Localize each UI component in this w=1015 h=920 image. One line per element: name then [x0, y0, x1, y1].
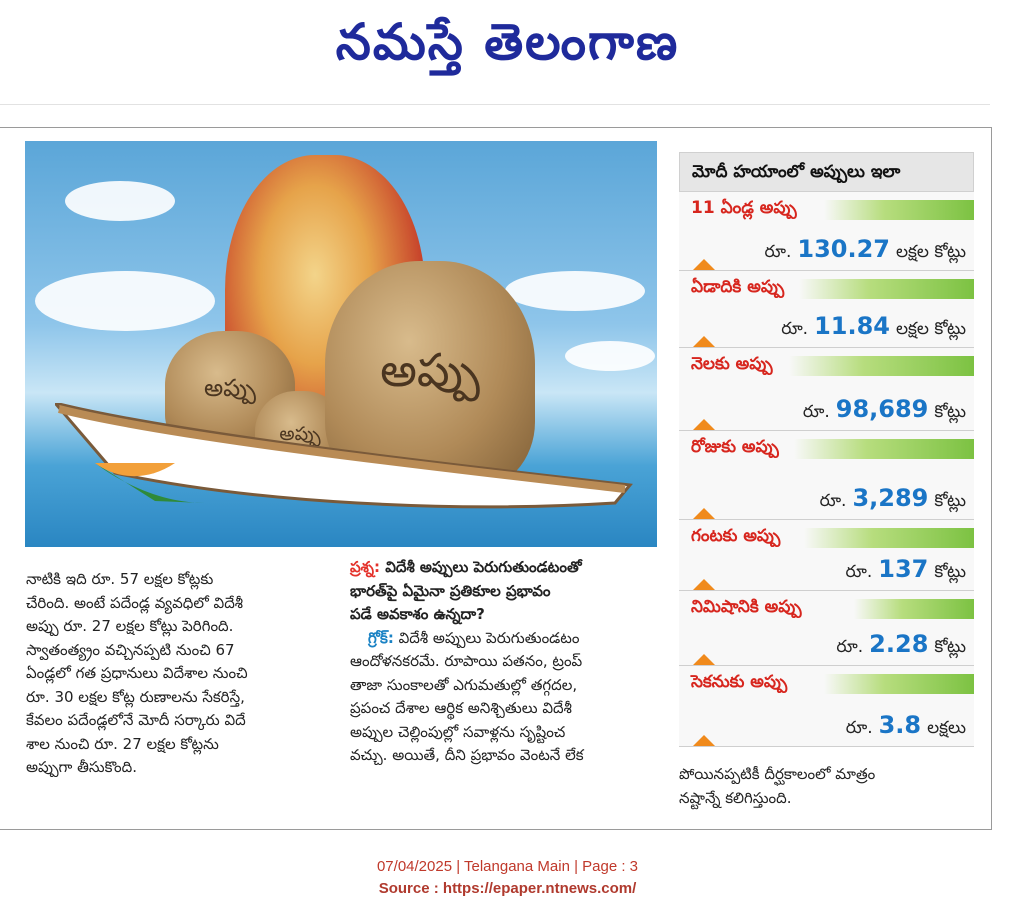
arrow-up-icon [693, 508, 715, 519]
footer-date-line: 07/04/2025 | Telangana Main | Page : 3 [376, 858, 639, 875]
article-column-2: ప్రశ్న: విదేశీ అప్పులు పెరుగుతుండటంతో భా… [350, 556, 660, 768]
green-bar [824, 200, 974, 220]
green-bar [824, 674, 974, 694]
green-bar [804, 528, 974, 548]
infographic-row: ఏడాదికి అప్పు రూ. 11.84 లక్షల కోట్లు [679, 271, 974, 348]
cloud-icon [65, 181, 175, 221]
question-tag: ప్రశ్న: [350, 558, 380, 576]
article-column-1: నాటికి ఇది రూ. 57 లక్షల కోట్లకు చేరింది.… [26, 570, 248, 776]
infographic-row: గంటకు అప్పు రూ. 137 కోట్లు [679, 520, 974, 591]
article-column-3: పోయినప్పటికీ దీర్ఘకాలంలో మాత్రం నష్టాన్న… [679, 765, 876, 807]
article-frame [0, 127, 992, 830]
arrow-up-icon [693, 579, 715, 590]
green-bar [794, 439, 974, 459]
infographic-title: మోదీ హయాంలో అప్పులు ఇలా [679, 152, 974, 192]
answer-tag: గ్రోక్: [368, 628, 394, 647]
infographic-row: సెకనుకు అప్పు రూ. 3.8 లక్షలు [679, 666, 974, 747]
arrow-up-icon [693, 654, 715, 665]
infographic-row: నిమిషానికి అప్పు రూ. 2.28 కోట్లు [679, 591, 974, 666]
divider [0, 104, 990, 105]
answer-line: గ్రోక్: విదేశీ అప్పులు పెరుగుతుండటం [368, 628, 580, 647]
infographic-row: రోజుకు అప్పు రూ. 3,289 కోట్లు [679, 431, 974, 520]
debt-infographic: మోదీ హయాంలో అప్పులు ఇలా 11 ఏండ్ల అప్పు ర… [679, 152, 974, 747]
arrow-up-icon [693, 419, 715, 430]
infographic-row: నెలకు అప్పు రూ. 98,689 కోట్లు [679, 348, 974, 431]
arrow-up-icon [693, 336, 715, 347]
masthead-title: నమస్తే తెలంగాణ [335, 12, 680, 71]
cloud-icon [35, 271, 215, 331]
arrow-up-icon [693, 259, 715, 270]
footer-source-link[interactable]: Source : https://epaper.ntnews.com/ [378, 880, 637, 897]
boat-icon [55, 403, 633, 509]
masthead: నమస్తే తెలంగాణ [0, 6, 1015, 78]
arrow-up-icon [693, 735, 715, 746]
green-bar [789, 356, 974, 376]
infographic-row: 11 ఏండ్ల అప్పు రూ. 130.27 లక్షల కోట్లు [679, 192, 974, 271]
cloud-icon [565, 341, 655, 371]
green-bar [799, 279, 974, 299]
cloud-icon [505, 271, 645, 311]
question-line: ప్రశ్న: విదేశీ అప్పులు పెరుగుతుండటంతో [350, 558, 582, 576]
article-illustration: అప్పు అప్పు అప్పు [25, 141, 657, 547]
green-bar [854, 599, 974, 619]
